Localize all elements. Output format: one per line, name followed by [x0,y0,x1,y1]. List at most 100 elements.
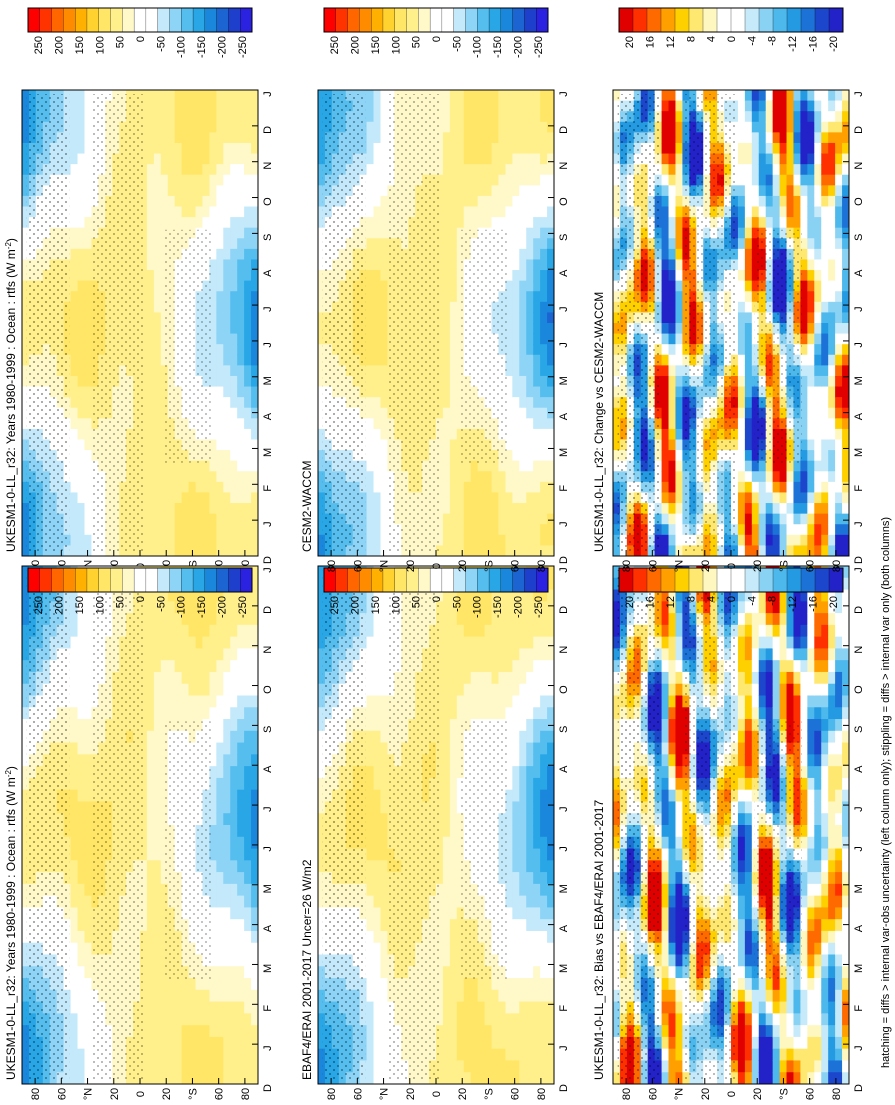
colorbar-label: 50 [115,596,127,608]
heatmap-cell [251,954,259,967]
heatmap-cell [237,660,245,673]
heatmap-cell [512,671,520,685]
heatmap-cell [237,439,245,451]
heatmap-cell [547,1036,555,1050]
heatmap-cell [84,1001,92,1014]
heatmap-cell [22,259,30,271]
heatmap-cell [470,648,479,661]
heatmap-cell [449,966,458,979]
heatmap-cell [230,354,238,366]
heatmap-cell [463,1060,472,1073]
heatmap-cell [512,719,520,732]
heatmap-cell [318,164,326,176]
heatmap-cell [160,111,169,123]
heatmap-cell [181,636,190,649]
heatmap-cell [519,683,527,696]
heatmap-cell [512,1072,520,1085]
heatmap-cell [174,217,183,229]
heatmap-cell [519,836,527,850]
heatmap-cell [153,450,162,462]
heatmap-cell [519,1048,527,1061]
heatmap-cell [449,907,458,920]
month-label: N [558,646,570,654]
heatmap-cell [366,836,375,850]
heatmap-cell [244,227,252,239]
heatmap-cell [251,503,259,515]
heatmap-cell [512,601,520,614]
heatmap-cell [251,836,259,850]
heatmap-cell [223,238,231,250]
heatmap-cell [174,636,183,649]
heatmap-cell [380,719,388,732]
heatmap-cell [230,280,238,292]
heatmap-cell [146,1001,155,1014]
heatmap-cell [146,825,155,838]
heatmap-cell [380,860,388,873]
heatmap-cell [512,813,520,826]
heatmap-cell [188,695,197,708]
heatmap-cell [449,777,458,791]
heatmap-cell [216,227,224,239]
heatmap-cell [181,90,190,102]
month-label: J [262,306,274,312]
heatmap-cell [519,907,527,920]
heatmap-cell [237,174,245,186]
heatmap-cell [181,624,190,638]
heatmap-cell [366,777,375,791]
heatmap-cell [244,270,252,282]
heatmap-cell [230,930,238,944]
heatmap-cell [237,545,245,557]
colorbar-swatch [51,7,64,33]
heatmap-cell [526,742,534,755]
heatmap-cell [244,1025,252,1038]
heatmap-cell [237,978,245,991]
heatmap-cell [84,730,92,744]
heatmap-cell [77,323,85,335]
heatmap-cell [540,825,548,838]
heatmap-cell [505,966,513,979]
heatmap-cell [223,907,231,920]
heatmap-cell [373,860,381,873]
heatmap-cell [366,624,375,638]
heatmap-cell [153,1013,162,1026]
heatmap-cell [223,121,231,133]
heatmap-cell [188,90,197,102]
heatmap-cell [251,730,259,744]
lat-label: 80 [240,1088,252,1100]
heatmap-cell [202,217,210,229]
colorbar-label: -200 [512,596,524,618]
colorbar-swatch [157,7,170,33]
heatmap-cell [484,1001,493,1014]
month-label: J [262,91,274,97]
heatmap-cell [181,648,190,661]
heatmap-cell [167,601,176,614]
heatmap-cell [153,397,162,409]
colorbar-swatch [122,567,135,593]
heatmap-cell [230,513,238,525]
heatmap-cell [223,206,231,218]
heatmap-cell [160,90,169,102]
heatmap-cell [251,777,259,791]
heatmap-cell [244,589,252,602]
heatmap-cell [484,707,493,720]
heatmap-cell [244,248,252,260]
heatmap-cell [70,777,79,791]
heatmap-cell [77,492,85,504]
heatmap-cell [209,1072,217,1085]
heatmap-cell [181,1036,190,1050]
heatmap-cell [223,789,231,802]
heatmap-cell [22,825,30,838]
heatmap-cell [209,813,217,826]
heatmap-cell [70,238,79,250]
heatmap-cell [70,227,79,239]
heatmap-cell [70,872,79,885]
heatmap-cell [209,660,217,673]
heatmap-cell [216,1036,224,1050]
heatmap-cell [547,766,555,779]
heatmap-cell [146,206,155,218]
heatmap-cell [209,707,217,720]
heatmap-cell [237,1060,245,1073]
heatmap-cell [251,636,259,649]
heatmap-cell [442,589,451,602]
heatmap-cell [84,439,92,451]
